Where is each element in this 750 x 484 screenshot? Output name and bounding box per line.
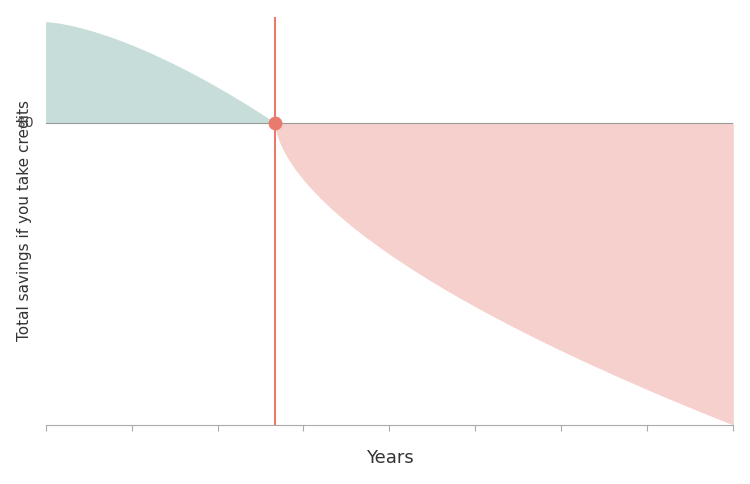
Text: $0: $0 — [16, 116, 34, 130]
Point — [268, 119, 280, 126]
X-axis label: Years: Years — [365, 449, 413, 468]
Y-axis label: Total savings if you take credits: Total savings if you take credits — [16, 100, 32, 341]
